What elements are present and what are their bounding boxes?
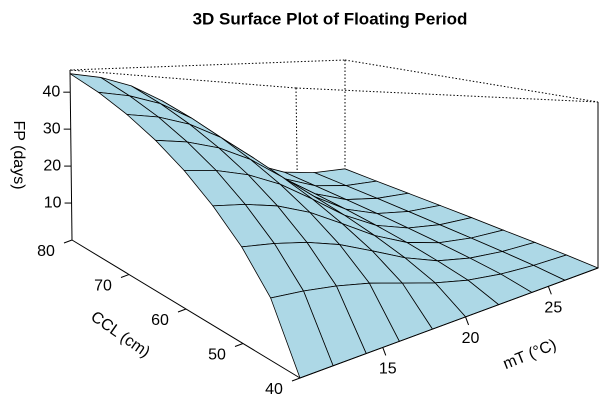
y-tick	[234, 343, 244, 347]
x-axis-title: mT (°C)	[501, 336, 559, 373]
box-edge	[69, 69, 73, 241]
x-tick-label: 20	[462, 330, 480, 347]
x-tick-label: 15	[379, 361, 397, 378]
y-tick-label: 40	[265, 381, 283, 398]
box-edge	[344, 59, 599, 103]
y-tick-label: 80	[37, 243, 55, 260]
x-tick	[547, 286, 552, 295]
y-tick	[63, 239, 73, 244]
y-tick-label: 50	[208, 347, 226, 364]
x-tick	[465, 316, 470, 326]
box-edge	[295, 87, 599, 103]
z-tick-label: 40	[42, 83, 60, 100]
y-tick	[120, 274, 130, 278]
box-edge	[69, 59, 346, 71]
x-tick-label: 25	[544, 300, 562, 317]
y-tick	[177, 308, 187, 313]
y-tick	[291, 377, 301, 382]
x-tick	[382, 347, 387, 356]
z-axis-title: FP (days)	[10, 120, 27, 189]
z-tick-label: 20	[43, 157, 61, 174]
chart-title: 3D Surface Plot of Floating Period	[193, 9, 468, 28]
y-tick-label: 70	[94, 278, 112, 295]
y-axis-title: CCL (cm)	[87, 308, 152, 361]
y-tick-label: 60	[151, 312, 169, 329]
z-tick-label: 10	[44, 194, 62, 211]
box-edge	[69, 69, 297, 89]
z-tick-label: 30	[43, 120, 61, 137]
